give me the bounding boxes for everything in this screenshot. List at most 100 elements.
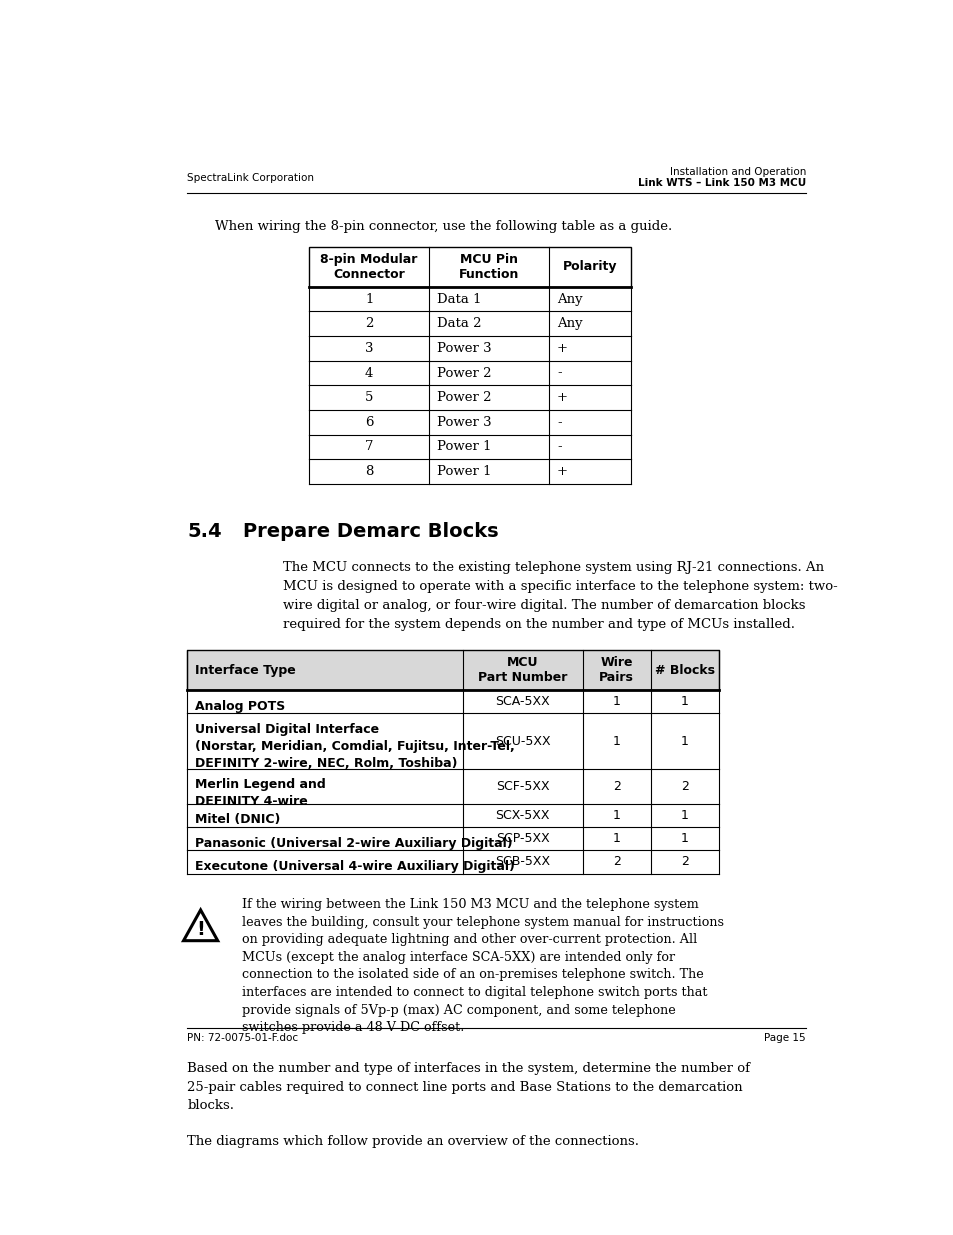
- Text: When wiring the 8-pin connector, use the following table as a guide.: When wiring the 8-pin connector, use the…: [214, 220, 671, 233]
- Text: 2: 2: [612, 856, 620, 868]
- Text: blocks.: blocks.: [187, 1099, 234, 1113]
- Text: If the wiring between the Link 150 M3 MCU and the telephone system: If the wiring between the Link 150 M3 MC…: [241, 898, 698, 911]
- Text: -: -: [557, 416, 561, 429]
- Text: +: +: [557, 391, 568, 404]
- Bar: [187, 827, 719, 851]
- Text: Power 3: Power 3: [436, 342, 491, 354]
- Text: Mitel (DNIC): Mitel (DNIC): [195, 814, 280, 826]
- Text: interfaces are intended to connect to digital telephone switch ports that: interfaces are intended to connect to di…: [241, 986, 706, 999]
- Bar: [187, 651, 719, 690]
- Text: # Blocks: # Blocks: [655, 663, 714, 677]
- Text: Polarity: Polarity: [562, 261, 617, 273]
- Text: DEFINITY 2-wire, NEC, Rolm, Toshiba): DEFINITY 2-wire, NEC, Rolm, Toshiba): [195, 757, 457, 771]
- Text: Link WTS – Link 150 M3 MCU: Link WTS – Link 150 M3 MCU: [637, 178, 805, 188]
- Text: on providing adequate lightning and other over-current protection. All: on providing adequate lightning and othe…: [241, 934, 697, 946]
- Bar: [187, 714, 719, 769]
- Text: 5.4: 5.4: [187, 522, 222, 541]
- Text: Merlin Legend and: Merlin Legend and: [195, 778, 326, 792]
- Text: 1: 1: [365, 293, 373, 305]
- Text: 25-pair cables required to connect line ports and Base Stations to the demarcati: 25-pair cables required to connect line …: [187, 1081, 742, 1094]
- Text: SCF-5XX: SCF-5XX: [496, 781, 549, 793]
- Bar: [309, 435, 630, 459]
- Text: -: -: [557, 441, 561, 453]
- Text: 8-pin Modular
Connector: 8-pin Modular Connector: [320, 253, 417, 280]
- Text: 2: 2: [680, 781, 688, 793]
- Text: Wire
Pairs: Wire Pairs: [598, 656, 634, 684]
- Text: Power 1: Power 1: [436, 441, 491, 453]
- Text: 1: 1: [680, 735, 688, 747]
- Text: Installation and Operation: Installation and Operation: [669, 168, 805, 178]
- Text: Power 3: Power 3: [436, 416, 491, 429]
- Text: 2: 2: [680, 856, 688, 868]
- Text: +: +: [557, 342, 568, 354]
- Text: Data 1: Data 1: [436, 293, 481, 305]
- Text: +: +: [557, 466, 568, 478]
- Text: 1: 1: [612, 832, 620, 846]
- Text: The diagrams which follow provide an overview of the connections.: The diagrams which follow provide an ove…: [187, 1135, 639, 1149]
- Text: required for the system depends on the number and type of MCUs installed.: required for the system depends on the n…: [282, 618, 794, 631]
- Text: Any: Any: [557, 317, 582, 330]
- Bar: [187, 804, 719, 827]
- Text: SpectraLink Corporation: SpectraLink Corporation: [187, 173, 314, 183]
- Text: Based on the number and type of interfaces in the system, determine the number o: Based on the number and type of interfac…: [187, 1062, 750, 1074]
- Text: 1: 1: [612, 695, 620, 709]
- Text: PN: 72-0075-01-F.doc: PN: 72-0075-01-F.doc: [187, 1032, 298, 1042]
- Text: SCA-5XX: SCA-5XX: [495, 695, 550, 709]
- Bar: [187, 769, 719, 804]
- Text: SCP-5XX: SCP-5XX: [496, 832, 549, 846]
- Text: provide signals of 5Vp-p (max) AC component, and some telephone: provide signals of 5Vp-p (max) AC compon…: [241, 1004, 675, 1016]
- Text: Interface Type: Interface Type: [195, 663, 295, 677]
- Text: !: !: [196, 920, 205, 940]
- Text: 2: 2: [365, 317, 373, 330]
- Bar: [187, 651, 719, 690]
- Text: 7: 7: [365, 441, 373, 453]
- Text: MCU is designed to operate with a specific interface to the telephone system: tw: MCU is designed to operate with a specif…: [282, 579, 837, 593]
- Text: 8: 8: [365, 466, 373, 478]
- Text: leaves the building, consult your telephone system manual for instructions: leaves the building, consult your teleph…: [241, 915, 723, 929]
- Text: 1: 1: [680, 809, 688, 823]
- Text: 2: 2: [612, 781, 620, 793]
- Text: SCU-5XX: SCU-5XX: [495, 735, 550, 747]
- Text: MCU
Part Number: MCU Part Number: [477, 656, 567, 684]
- Text: 3: 3: [365, 342, 373, 354]
- Bar: [309, 361, 630, 385]
- Text: SCX-5XX: SCX-5XX: [495, 809, 549, 823]
- Text: Any: Any: [557, 293, 582, 305]
- Text: SCB-5XX: SCB-5XX: [495, 856, 550, 868]
- Text: wire digital or analog, or four-wire digital. The number of demarcation blocks: wire digital or analog, or four-wire dig…: [282, 599, 804, 611]
- Text: MCU Pin
Function: MCU Pin Function: [458, 253, 519, 280]
- Text: -: -: [557, 367, 561, 379]
- Text: Power 2: Power 2: [436, 391, 491, 404]
- Text: Executone (Universal 4-wire Auxiliary Digital): Executone (Universal 4-wire Auxiliary Di…: [195, 860, 515, 873]
- Text: DEFINITY 4-wire: DEFINITY 4-wire: [195, 795, 308, 809]
- Text: 1: 1: [612, 735, 620, 747]
- Text: Power 1: Power 1: [436, 466, 491, 478]
- Text: MCUs (except the analog interface SCA-5XX) are intended only for: MCUs (except the analog interface SCA-5X…: [241, 951, 674, 963]
- Bar: [309, 311, 630, 336]
- Text: Analog POTS: Analog POTS: [195, 699, 285, 713]
- Bar: [187, 690, 719, 714]
- Text: 4: 4: [365, 367, 373, 379]
- Text: 1: 1: [612, 809, 620, 823]
- Text: Prepare Demarc Blocks: Prepare Demarc Blocks: [243, 522, 498, 541]
- Text: 1: 1: [680, 695, 688, 709]
- Bar: [309, 410, 630, 435]
- Text: Data 2: Data 2: [436, 317, 481, 330]
- Text: Panasonic (Universal 2-wire Auxiliary Digital): Panasonic (Universal 2-wire Auxiliary Di…: [195, 836, 513, 850]
- Bar: [187, 851, 719, 873]
- Bar: [309, 247, 630, 287]
- Bar: [309, 287, 630, 311]
- Bar: [309, 459, 630, 484]
- Text: Universal Digital Interface: Universal Digital Interface: [195, 722, 379, 736]
- Bar: [309, 336, 630, 361]
- Text: Power 2: Power 2: [436, 367, 491, 379]
- Text: Page 15: Page 15: [763, 1032, 805, 1042]
- Text: connection to the isolated side of an on-premises telephone switch. The: connection to the isolated side of an on…: [241, 968, 702, 982]
- Text: 5: 5: [365, 391, 373, 404]
- Text: 6: 6: [365, 416, 373, 429]
- Text: 1: 1: [680, 832, 688, 846]
- Text: (Norstar, Meridian, Comdial, Fujitsu, Inter-Tel,: (Norstar, Meridian, Comdial, Fujitsu, In…: [195, 740, 515, 753]
- Bar: [309, 385, 630, 410]
- Text: The MCU connects to the existing telephone system using RJ-21 connections. An: The MCU connects to the existing telepho…: [282, 561, 823, 574]
- Bar: [309, 247, 630, 287]
